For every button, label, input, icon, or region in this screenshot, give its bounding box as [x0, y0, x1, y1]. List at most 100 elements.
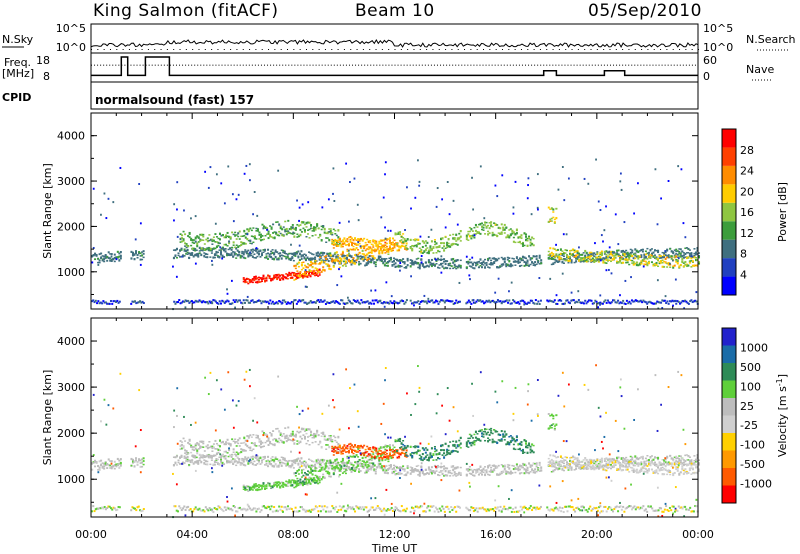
velocity-cell [272, 443, 275, 446]
velocity-cell [514, 468, 517, 471]
power-cell [678, 250, 681, 253]
power-cell [617, 261, 620, 263]
velocity-cell [320, 462, 323, 464]
power-cell [440, 237, 443, 240]
power-ground [477, 299, 480, 302]
power-ground [586, 300, 589, 303]
velocity-cell [100, 459, 103, 462]
power-cell [532, 264, 535, 266]
velocity-cell [532, 471, 535, 474]
power-cell [423, 241, 426, 244]
power-cell [303, 270, 306, 273]
power-cell [552, 208, 555, 211]
power-scatter [382, 196, 385, 199]
power-cell [139, 255, 142, 257]
power-ground [529, 299, 532, 302]
power-ground [108, 302, 111, 305]
velocity-cell [341, 459, 344, 462]
power-cell [268, 255, 271, 258]
power-cell [681, 260, 684, 263]
power-cell [260, 253, 263, 256]
power-cell [379, 247, 382, 249]
power-cell [296, 236, 299, 238]
power-cell [526, 259, 529, 263]
velocity-cell [308, 479, 311, 482]
velocity-cell [575, 464, 578, 467]
power-cell [291, 276, 294, 279]
power-cell [584, 254, 587, 257]
power-cell [326, 237, 329, 239]
power-scatter [356, 203, 359, 206]
power-cell [694, 256, 697, 259]
power-ground [608, 301, 611, 304]
power-cell [698, 252, 701, 254]
power-ground [455, 299, 458, 302]
power-cell [338, 266, 341, 269]
power-scatter [430, 228, 433, 231]
power-cell [587, 260, 590, 262]
power-cell [390, 249, 393, 252]
power-cell [243, 229, 246, 233]
power-cell [512, 240, 515, 243]
power-cell [288, 271, 291, 274]
power-cell [532, 262, 535, 265]
velocity-cell [234, 438, 237, 441]
velocity-cell [251, 458, 254, 460]
power-cell [280, 274, 283, 276]
power-cell [440, 242, 443, 245]
power-cell [212, 236, 215, 238]
power-cell [289, 257, 292, 260]
power-scatter [583, 177, 586, 180]
velocity-cell [292, 460, 295, 464]
power-cell [241, 250, 244, 253]
velocity-cell [315, 461, 318, 464]
power-cell [570, 253, 573, 256]
power-cell [282, 274, 285, 277]
velocity-cell [552, 469, 555, 473]
power-cell [277, 252, 280, 255]
power-cell [305, 226, 308, 228]
power-cell [318, 258, 321, 261]
power-cell [213, 253, 216, 255]
power-cell [101, 259, 104, 262]
power-ground [193, 301, 196, 304]
power-cell [358, 263, 361, 266]
power-cell [361, 240, 364, 242]
power-cell [311, 262, 314, 265]
velocity-cell [622, 456, 625, 460]
velocity-cell [247, 437, 250, 439]
power-cell [229, 236, 232, 239]
velocity-cell [329, 439, 332, 442]
velocity-cell [285, 464, 288, 467]
power-cell [399, 259, 402, 262]
power-cell [377, 255, 380, 258]
power-cell [253, 249, 256, 252]
power-cell [400, 239, 403, 241]
velocity-cell [223, 455, 226, 458]
power-cell [268, 276, 271, 280]
power-cell [263, 248, 267, 251]
power-cell [350, 263, 353, 266]
velocity-cell [301, 461, 304, 464]
velocity-cell [343, 449, 346, 452]
velocity-cell [311, 436, 314, 439]
power-ground [343, 302, 346, 305]
velocity-cell [573, 462, 576, 464]
power-cell [514, 233, 517, 236]
power-cell [213, 256, 216, 259]
power-ground [237, 299, 240, 302]
velocity-cell [493, 469, 496, 472]
power-cell [644, 260, 647, 263]
power-cell [471, 262, 474, 266]
power-cell [109, 257, 112, 259]
velocity-cell [113, 464, 116, 467]
power-cell [345, 262, 348, 264]
power-scatter [469, 278, 471, 281]
power-ground [255, 301, 258, 304]
power-ground [662, 299, 665, 302]
power-ground [203, 301, 206, 304]
velocity-cell [243, 436, 246, 440]
velocity-cell [288, 465, 291, 467]
velocity-cell [370, 458, 373, 462]
velocity-cell [596, 458, 599, 460]
